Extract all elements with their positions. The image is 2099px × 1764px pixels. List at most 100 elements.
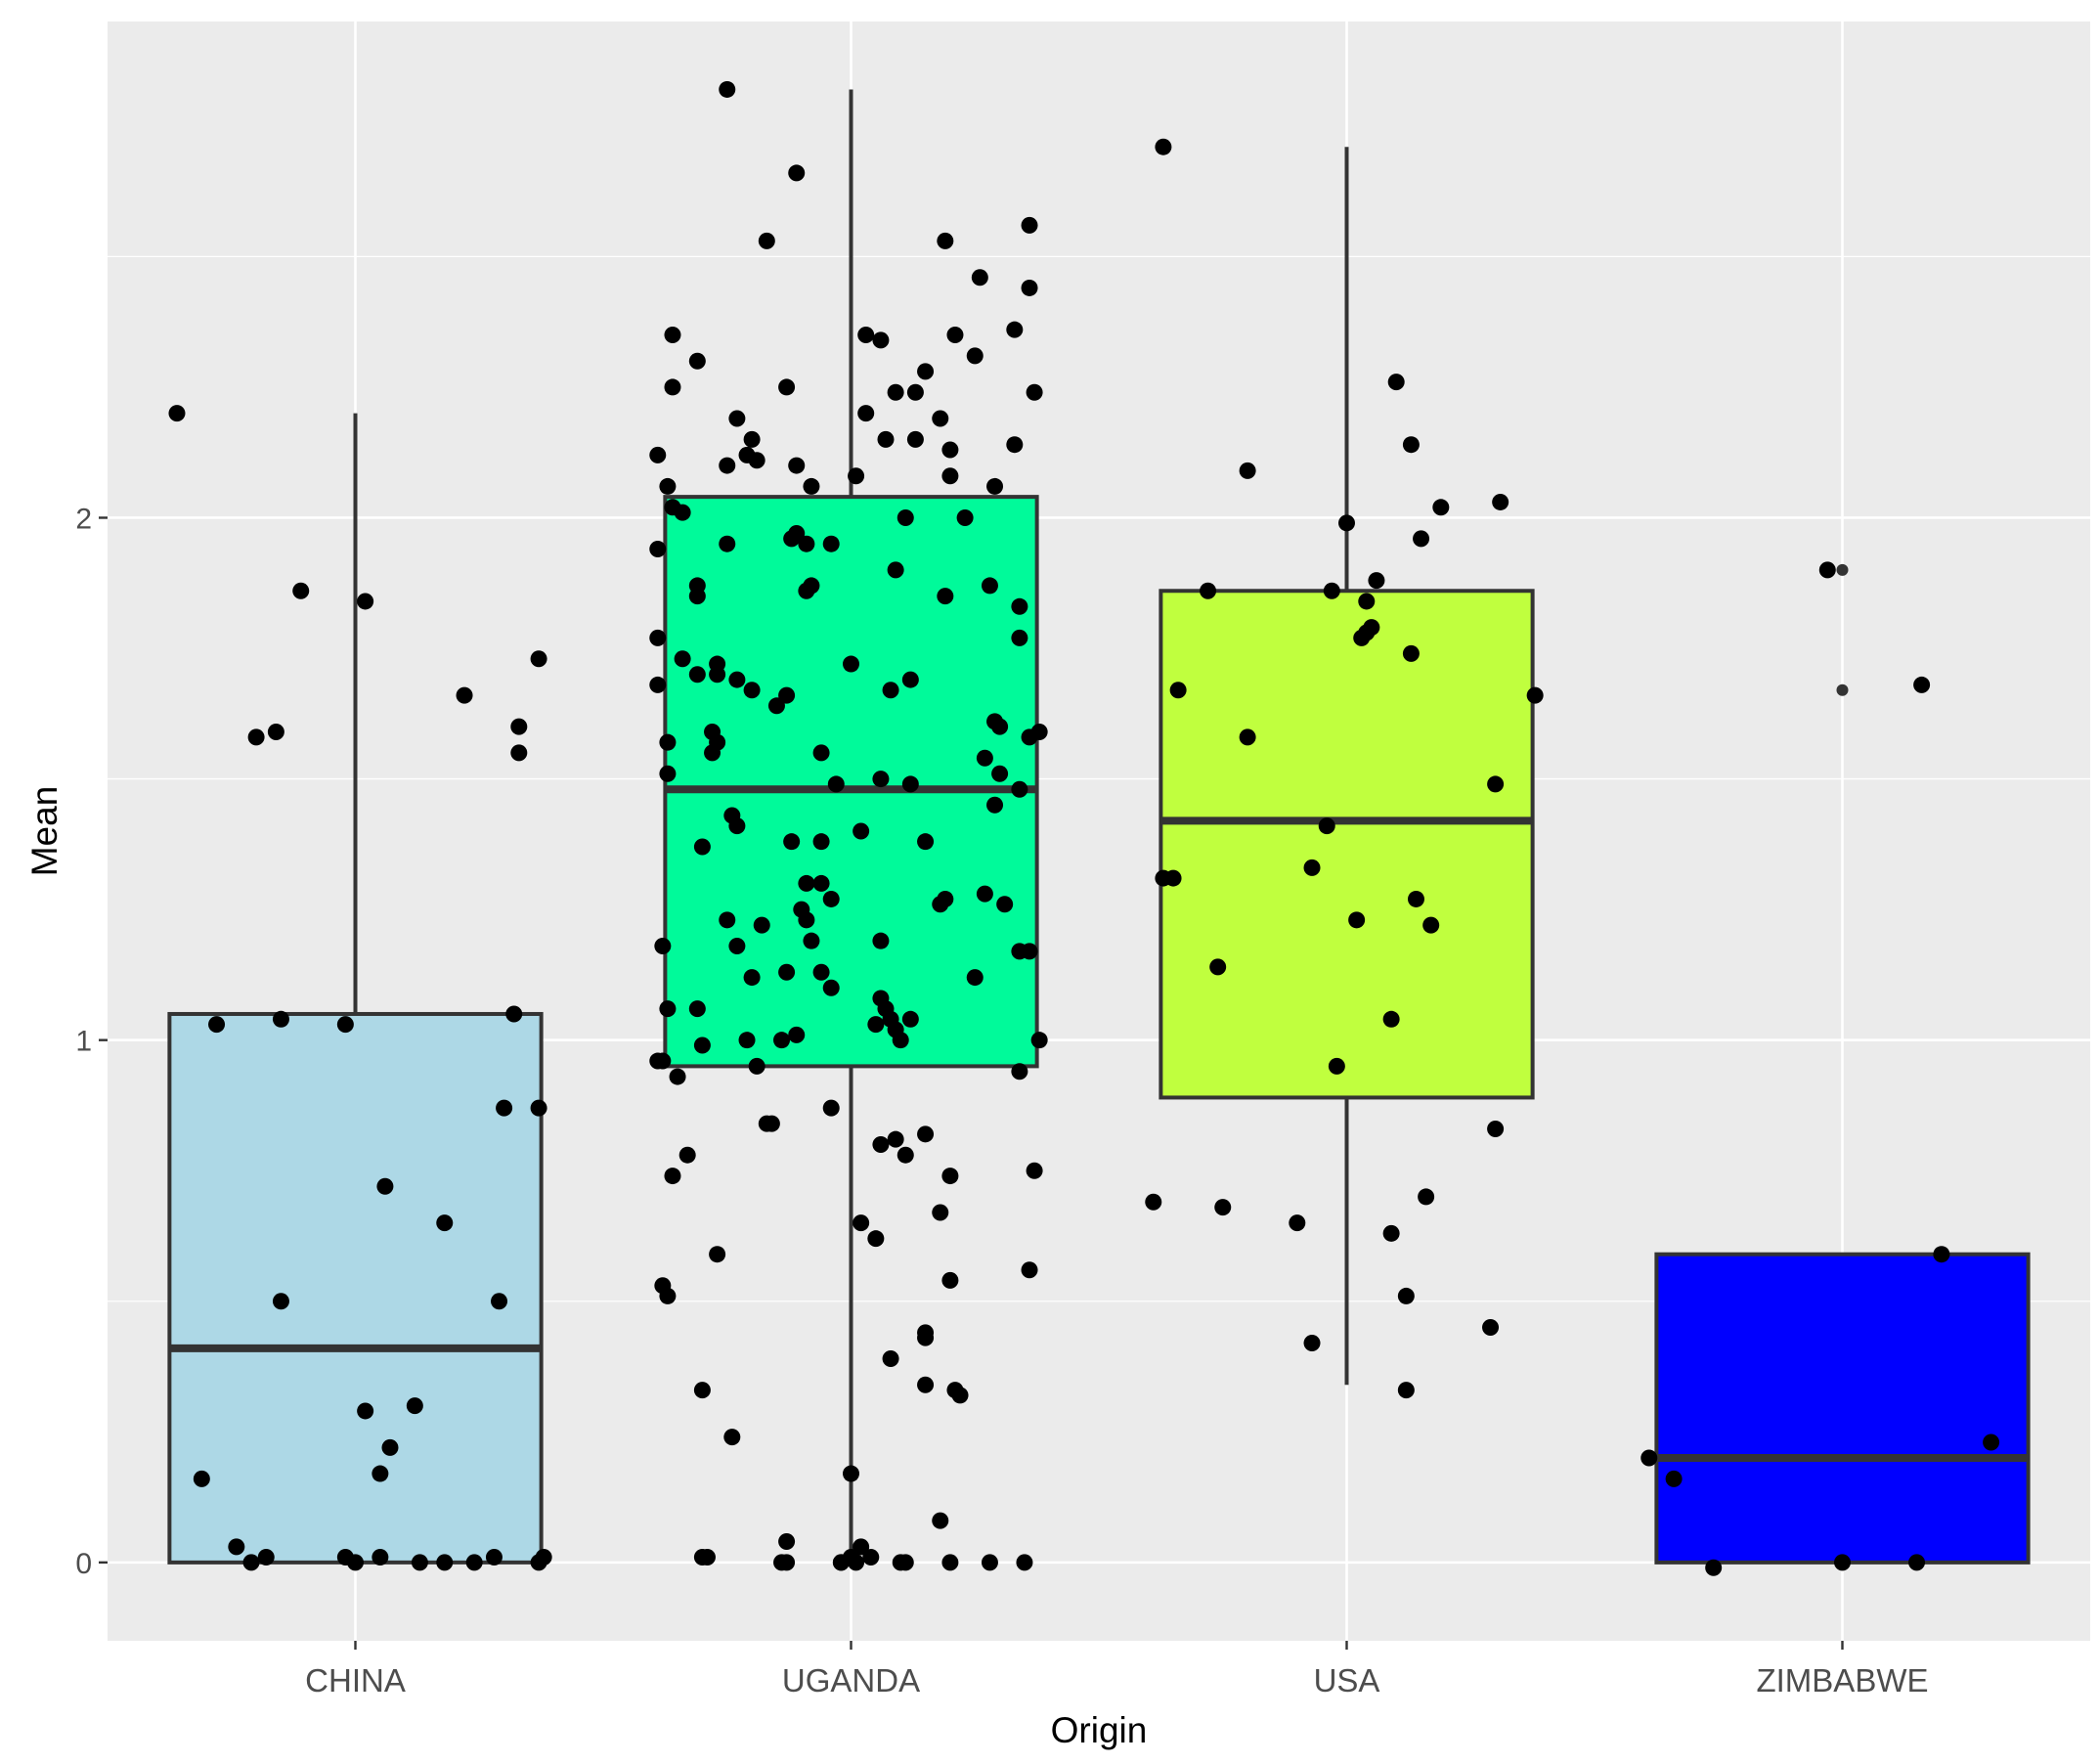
data-point-china <box>436 1214 454 1232</box>
y-tick-label: 0 <box>75 1548 92 1580</box>
data-point-uganda <box>901 1010 919 1028</box>
data-point-uganda <box>788 164 806 182</box>
data-point-uganda <box>719 911 736 929</box>
data-point-uganda <box>669 1068 686 1085</box>
data-point-uganda <box>778 963 796 981</box>
data-point-usa <box>1432 499 1450 516</box>
data-point-uganda <box>674 650 691 668</box>
data-point-uganda <box>1011 943 1028 960</box>
data-point-usa <box>1303 859 1321 876</box>
data-point-uganda <box>654 938 672 955</box>
iqr-box <box>1654 1252 2031 1565</box>
data-point-china <box>411 1554 428 1571</box>
data-point-china <box>530 650 547 668</box>
data-point-uganda <box>704 744 722 762</box>
data-point-uganda <box>896 508 914 526</box>
x-tick-label: ZIMBABWE <box>1756 1662 1928 1698</box>
data-point-usa <box>1422 916 1440 934</box>
data-point-uganda <box>1026 1162 1043 1179</box>
data-point-uganda <box>1021 279 1038 296</box>
data-point-uganda <box>848 1554 865 1571</box>
data-point-uganda <box>832 1554 850 1571</box>
data-point-uganda <box>659 765 677 782</box>
data-point-uganda <box>743 682 761 699</box>
x-tick-label: USA <box>1314 1662 1380 1698</box>
data-point-usa <box>1209 958 1227 976</box>
data-point-uganda <box>803 932 820 949</box>
data-point-uganda <box>728 938 746 955</box>
data-point-china <box>242 1554 260 1571</box>
data-point-uganda <box>723 1429 741 1446</box>
data-point-china <box>336 1016 354 1034</box>
box-usa <box>1159 147 1535 1386</box>
data-point-china <box>456 686 473 704</box>
data-point-usa <box>1318 817 1335 835</box>
data-point-china <box>510 718 528 735</box>
data-point-china <box>381 1438 399 1456</box>
data-point-uganda <box>946 327 964 344</box>
data-point-uganda <box>976 885 993 903</box>
data-point-uganda <box>649 1052 667 1070</box>
data-point-uganda <box>659 1287 677 1304</box>
data-point-china <box>505 1005 523 1023</box>
data-point-uganda <box>793 901 810 918</box>
y-tick-label: 1 <box>75 1026 92 1058</box>
data-point-china <box>272 1293 289 1310</box>
data-point-uganda <box>743 969 761 987</box>
x-axis-title: Origin <box>1051 1710 1148 1750</box>
data-point-uganda <box>971 269 988 287</box>
data-point-uganda <box>783 833 801 851</box>
data-point-zimbabwe <box>1818 561 1836 579</box>
data-point-china <box>228 1538 245 1556</box>
data-point-usa <box>1526 686 1544 704</box>
data-point-uganda <box>649 676 667 693</box>
data-point-uganda <box>659 477 677 495</box>
data-point-uganda <box>649 541 667 558</box>
data-point-uganda <box>664 1168 681 1185</box>
data-point-uganda <box>822 535 840 552</box>
data-point-uganda <box>896 1146 914 1164</box>
data-point-uganda <box>659 733 677 751</box>
data-point-uganda <box>941 1168 959 1185</box>
data-point-uganda <box>728 671 746 688</box>
data-point-uganda <box>709 666 726 684</box>
data-point-usa <box>1145 1193 1162 1211</box>
y-tick-label: 2 <box>75 503 92 535</box>
data-point-china <box>535 1549 552 1566</box>
data-point-uganda <box>649 629 667 646</box>
data-point-uganda <box>887 383 904 401</box>
data-point-uganda <box>788 1026 806 1043</box>
data-point-uganda <box>693 838 711 856</box>
data-point-usa <box>1382 1224 1400 1242</box>
data-point-uganda <box>664 327 681 344</box>
x-tick-label: UGANDA <box>782 1662 920 1698</box>
data-point-china <box>530 1099 547 1117</box>
outlier-point <box>1836 684 1849 696</box>
data-point-uganda <box>966 969 984 987</box>
data-point-uganda <box>853 822 870 840</box>
data-point-uganda <box>848 467 865 485</box>
data-point-uganda <box>1021 728 1038 746</box>
box-china <box>167 413 544 1565</box>
data-point-uganda <box>892 1032 909 1049</box>
data-point-uganda <box>986 477 1004 495</box>
data-point-uganda <box>678 1146 696 1164</box>
data-point-uganda <box>872 331 890 349</box>
data-point-uganda <box>941 1271 959 1289</box>
data-point-china <box>491 1293 508 1310</box>
data-point-uganda <box>1021 216 1038 234</box>
data-point-china <box>193 1470 210 1487</box>
data-point-uganda <box>996 896 1014 913</box>
data-point-uganda <box>1016 1554 1033 1571</box>
y-axis-title: Mean <box>24 786 65 877</box>
data-point-china <box>465 1554 483 1571</box>
data-point-uganda <box>788 457 806 474</box>
data-point-china <box>485 1549 503 1566</box>
x-tick-label: CHINA <box>305 1662 406 1698</box>
data-point-uganda <box>693 1036 711 1054</box>
data-point-uganda <box>1026 383 1043 401</box>
data-point-usa <box>1363 619 1380 637</box>
data-point-uganda <box>872 932 890 949</box>
data-point-uganda <box>688 352 706 370</box>
